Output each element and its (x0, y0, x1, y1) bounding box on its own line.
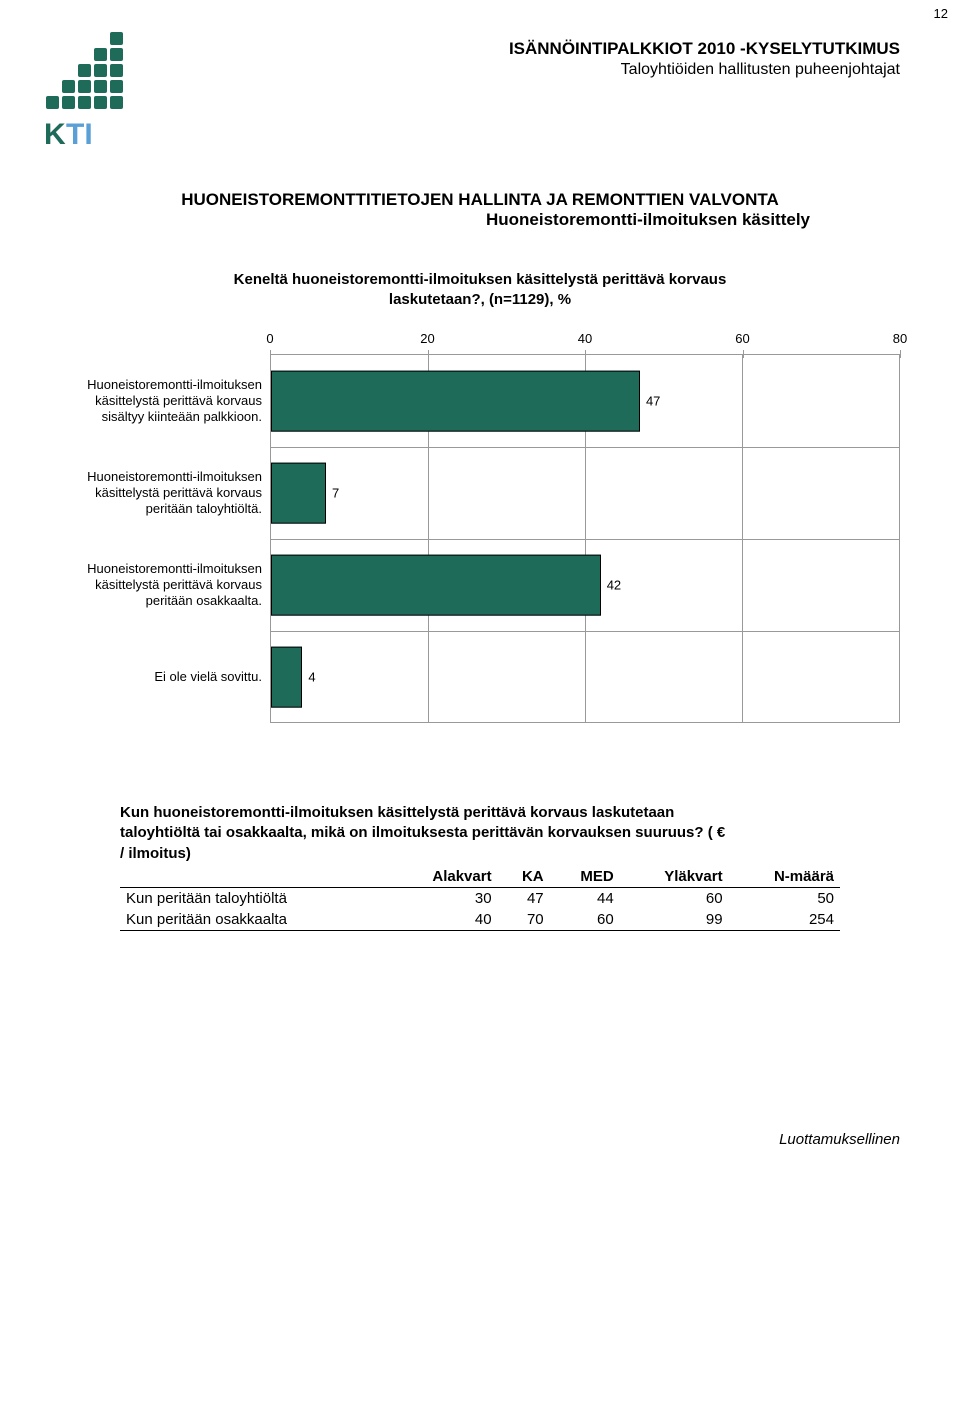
chart-title-l2: laskutetaan?, (n=1129), % (389, 291, 571, 308)
bar-chart: Keneltä huoneistoremontti-ilmoituksen kä… (60, 270, 900, 723)
table-caption-l2: taloyhtiöltä tai osakkaalta, mikä on ilm… (120, 824, 725, 841)
svg-text:TI: TI (66, 118, 93, 150)
x-tick-label: 0 (266, 331, 273, 346)
table-header-cell: MED (550, 866, 620, 888)
table-caption: Kun huoneistoremontti-ilmoituksen käsitt… (120, 803, 840, 864)
bar (271, 371, 640, 432)
x-tick-label: 60 (735, 331, 749, 346)
table-cell: 47 (498, 887, 550, 909)
x-tick-label: 80 (893, 331, 907, 346)
chart-title: Keneltä huoneistoremontti-ilmoituksen kä… (60, 270, 900, 329)
table-header-cell (120, 866, 387, 888)
header-title: ISÄNNÖINTIPALKKIOT 2010 -KYSELYTUTKIMUS (509, 38, 900, 60)
header-text: ISÄNNÖINTIPALKKIOT 2010 -KYSELYTUTKIMUS … (509, 30, 900, 150)
chart-title-l1: Keneltä huoneistoremontti-ilmoituksen kä… (234, 271, 727, 288)
y-axis-labels: Huoneistoremontti-ilmoituksen käsittelys… (60, 355, 270, 723)
section-line1: HUONEISTOREMONTTITIETOJEN HALLINTA JA RE… (40, 190, 920, 210)
bar-value-label: 42 (601, 578, 621, 593)
table-header-cell: KA (498, 866, 550, 888)
section-heading: HUONEISTOREMONTTITIETOJEN HALLINTA JA RE… (0, 150, 960, 230)
summary-table-block: Kun huoneistoremontti-ilmoituksen käsitt… (120, 803, 840, 931)
table-cell: Kun peritään taloyhtiöltä (120, 887, 387, 909)
table-caption-l1: Kun huoneistoremontti-ilmoituksen käsitt… (120, 804, 674, 821)
table-cell: 254 (729, 909, 840, 931)
bar (271, 555, 601, 616)
plot-area: 47 7 42 4 (270, 355, 900, 723)
bar-value-label: 4 (302, 670, 315, 685)
table-cell: 44 (550, 887, 620, 909)
bar (271, 463, 326, 524)
x-axis: 020406080 (270, 329, 900, 355)
table-header-cell: Alakvart (387, 866, 497, 888)
table-cell: 40 (387, 909, 497, 931)
table-cell: 60 (550, 909, 620, 931)
bar-value-label: 47 (640, 394, 660, 409)
section-line2: Huoneistoremontti-ilmoituksen käsittely (40, 210, 920, 230)
x-tick-label: 20 (420, 331, 434, 346)
table-cell: 50 (729, 887, 840, 909)
table-cell: 70 (498, 909, 550, 931)
kti-logo: K TI (40, 30, 150, 150)
header-subtitle: Taloyhtiöiden hallitusten puheenjohtajat (509, 60, 900, 81)
table-row: Kun peritään osakkaalta40706099254 (120, 909, 840, 931)
y-axis-label: Huoneistoremontti-ilmoituksen käsittelys… (60, 355, 270, 447)
y-axis-label: Huoneistoremontti-ilmoituksen käsittelys… (60, 539, 270, 631)
y-axis-label: Huoneistoremontti-ilmoituksen käsittelys… (60, 447, 270, 539)
svg-text:K: K (44, 118, 66, 150)
x-tick-label: 40 (578, 331, 592, 346)
bar-value-label: 7 (326, 486, 339, 501)
table-caption-l3: / ilmoitus) (120, 845, 191, 862)
table-cell: Kun peritään osakkaalta (120, 909, 387, 931)
table-row: Kun peritään taloyhtiöltä3047446050 (120, 887, 840, 909)
table-cell: 30 (387, 887, 497, 909)
page-header: K TI ISÄNNÖINTIPALKKIOT 2010 -KYSELYTUTK… (0, 0, 960, 150)
y-axis-label: Ei ole vielä sovittu. (60, 631, 270, 723)
page-number: 12 (934, 6, 948, 21)
summary-table: AlakvartKAMEDYläkvartN-määrä Kun peritää… (120, 866, 840, 931)
table-cell: 60 (620, 887, 729, 909)
table-cell: 99 (620, 909, 729, 931)
table-header-cell: N-määrä (729, 866, 840, 888)
footer-confidential: Luottamuksellinen (0, 931, 960, 1168)
bar (271, 647, 302, 708)
table-header-cell: Yläkvart (620, 866, 729, 888)
